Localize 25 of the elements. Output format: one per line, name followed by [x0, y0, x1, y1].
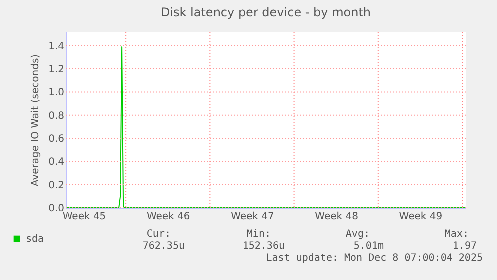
x-tick-label: Week 45	[62, 212, 106, 222]
text: Max:	[444, 229, 469, 240]
x-tick-label: Week 47	[231, 212, 274, 222]
y-tick-label: 0.4	[48, 157, 64, 168]
text: 5.01m	[354, 241, 384, 252]
legend-label: sda	[26, 234, 44, 245]
x-tick-label: Week 48	[315, 212, 358, 222]
text: Min:	[246, 229, 271, 240]
y-tick-label: 0.0	[48, 204, 64, 214]
text: Cur:	[146, 229, 171, 240]
x-tick-label: Week 49	[399, 212, 443, 222]
y-tick-label: 1.2	[48, 64, 64, 76]
text: Avg:	[346, 229, 370, 240]
y-tick-label: 0.8	[48, 110, 64, 122]
text: 1.97	[452, 241, 477, 252]
chart-title: Disk latency per device - by month	[160, 6, 372, 20]
y-tick-label: 1.4	[48, 41, 64, 52]
y-axis-title: Average IO Wait (seconds)	[30, 54, 42, 187]
y-tick-label: 1.0	[48, 88, 64, 99]
y-tick-label: 0.2	[48, 180, 64, 192]
text: Last update: Mon Dec 8 07:00:04 2025	[266, 253, 483, 264]
y-tick-label: 0.6	[48, 134, 64, 146]
text: 152.36u	[242, 241, 285, 252]
text: 762.35u	[142, 241, 185, 252]
x-tick-label: Week 46	[146, 212, 190, 222]
